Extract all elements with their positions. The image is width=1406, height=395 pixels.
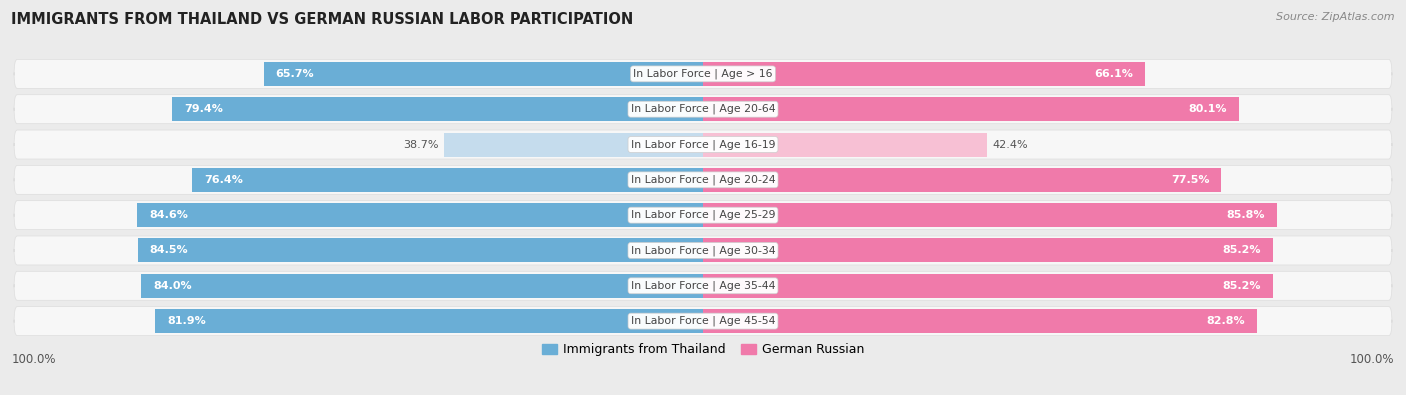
Bar xyxy=(703,168,1222,192)
Text: In Labor Force | Age 20-24: In Labor Force | Age 20-24 xyxy=(631,175,775,185)
Text: 38.7%: 38.7% xyxy=(404,139,439,150)
Text: 85.2%: 85.2% xyxy=(1222,281,1261,291)
FancyBboxPatch shape xyxy=(14,59,1392,88)
FancyBboxPatch shape xyxy=(14,307,1392,336)
Text: IMMIGRANTS FROM THAILAND VS GERMAN RUSSIAN LABOR PARTICIPATION: IMMIGRANTS FROM THAILAND VS GERMAN RUSSI… xyxy=(11,12,634,27)
Text: 66.1%: 66.1% xyxy=(1094,69,1133,79)
Bar xyxy=(703,132,987,156)
Bar xyxy=(703,274,1272,298)
Bar xyxy=(703,62,1144,86)
FancyBboxPatch shape xyxy=(14,236,1392,265)
Text: In Labor Force | Age 20-64: In Labor Force | Age 20-64 xyxy=(631,104,775,115)
FancyBboxPatch shape xyxy=(14,201,1392,229)
Text: 80.1%: 80.1% xyxy=(1188,104,1226,114)
Bar xyxy=(444,132,703,156)
FancyBboxPatch shape xyxy=(14,130,1392,159)
Bar xyxy=(141,274,703,298)
FancyBboxPatch shape xyxy=(14,95,1392,124)
Bar xyxy=(263,62,703,86)
Legend: Immigrants from Thailand, German Russian: Immigrants from Thailand, German Russian xyxy=(541,343,865,356)
Text: 84.0%: 84.0% xyxy=(153,281,191,291)
Bar xyxy=(703,309,1257,333)
Text: 42.4%: 42.4% xyxy=(993,139,1028,150)
FancyBboxPatch shape xyxy=(14,166,1392,194)
Text: 85.8%: 85.8% xyxy=(1226,210,1265,220)
Text: In Labor Force | Age > 16: In Labor Force | Age > 16 xyxy=(633,69,773,79)
Text: 76.4%: 76.4% xyxy=(204,175,243,185)
Text: 79.4%: 79.4% xyxy=(184,104,222,114)
Text: In Labor Force | Age 35-44: In Labor Force | Age 35-44 xyxy=(631,280,775,291)
FancyBboxPatch shape xyxy=(14,271,1392,300)
Text: 85.2%: 85.2% xyxy=(1222,245,1261,256)
Text: 82.8%: 82.8% xyxy=(1206,316,1244,326)
Text: 65.7%: 65.7% xyxy=(276,69,314,79)
Text: 77.5%: 77.5% xyxy=(1171,175,1209,185)
Bar xyxy=(703,239,1272,263)
Bar xyxy=(172,97,703,121)
Text: 81.9%: 81.9% xyxy=(167,316,207,326)
Text: In Labor Force | Age 30-34: In Labor Force | Age 30-34 xyxy=(631,245,775,256)
Bar xyxy=(155,309,703,333)
Bar xyxy=(138,239,703,263)
Text: Source: ZipAtlas.com: Source: ZipAtlas.com xyxy=(1277,12,1395,22)
Text: 84.6%: 84.6% xyxy=(149,210,188,220)
Bar xyxy=(193,168,703,192)
Bar xyxy=(138,203,703,227)
Text: 84.5%: 84.5% xyxy=(150,245,188,256)
Text: In Labor Force | Age 25-29: In Labor Force | Age 25-29 xyxy=(631,210,775,220)
Text: In Labor Force | Age 16-19: In Labor Force | Age 16-19 xyxy=(631,139,775,150)
Bar xyxy=(703,203,1277,227)
Bar xyxy=(703,97,1239,121)
Text: In Labor Force | Age 45-54: In Labor Force | Age 45-54 xyxy=(631,316,775,326)
